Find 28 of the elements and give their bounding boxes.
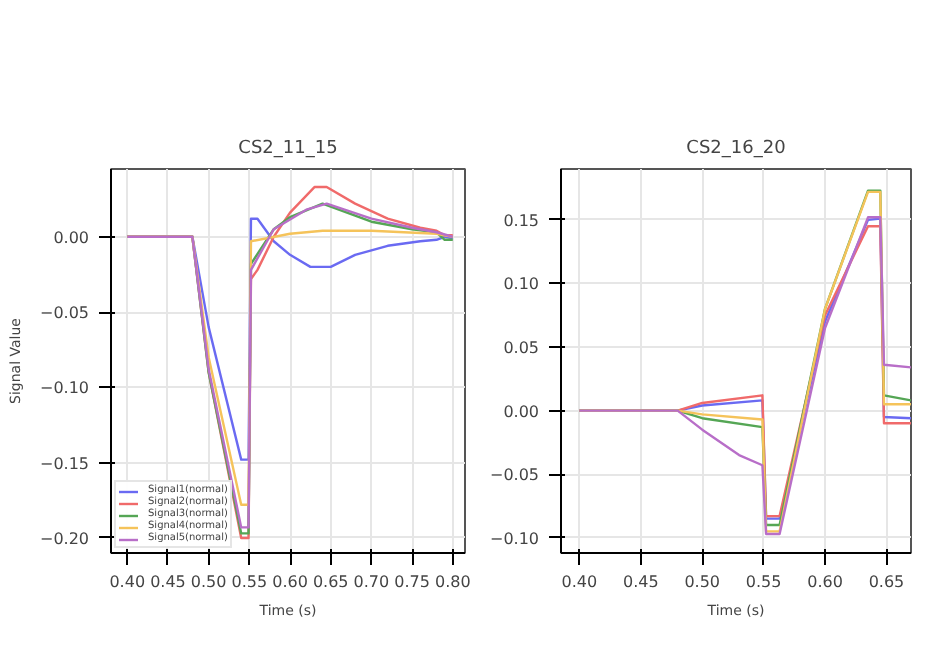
chart-title: CS2_11_15 bbox=[238, 139, 338, 159]
x-tick-label: 0.40 bbox=[109, 573, 146, 591]
x-tick-label: 0.60 bbox=[807, 573, 843, 591]
x-tick-label: 0.50 bbox=[190, 573, 227, 591]
x-tick-label: 0.75 bbox=[394, 573, 430, 591]
y-tick-label: −0.15 bbox=[39, 454, 89, 473]
x-tick-label: 0.55 bbox=[231, 573, 268, 591]
x-tick-label: 0.70 bbox=[353, 573, 390, 591]
y-tick-label: 0.15 bbox=[503, 211, 539, 230]
x-tick-label: 0.40 bbox=[561, 573, 598, 591]
y-tick-label: −0.10 bbox=[489, 529, 539, 548]
x-tick-label: 0.45 bbox=[623, 573, 659, 591]
y-tick-label: 0.10 bbox=[503, 275, 539, 294]
y-tick-label: 0.05 bbox=[503, 339, 539, 358]
y-tick-label: −0.20 bbox=[39, 529, 89, 548]
x-tick-label: 0.80 bbox=[434, 573, 471, 591]
y-tick-label: −0.05 bbox=[489, 466, 539, 485]
x-tick-label: 0.45 bbox=[150, 573, 186, 591]
chart-title: CS2_16_20 bbox=[686, 139, 787, 159]
y-tick-label: −0.05 bbox=[39, 304, 89, 323]
x-tick-label: 0.65 bbox=[312, 573, 349, 591]
y-tick-label: −0.10 bbox=[39, 379, 89, 398]
x-tick-label: 0.55 bbox=[745, 573, 782, 591]
x-tick-label: 0.60 bbox=[272, 573, 308, 591]
y-tick-label: 0.00 bbox=[503, 402, 539, 421]
y-tick-label: 0.00 bbox=[53, 228, 89, 247]
x-tick-label: 0.65 bbox=[868, 573, 905, 591]
x-tick-label: 0.50 bbox=[684, 573, 721, 591]
